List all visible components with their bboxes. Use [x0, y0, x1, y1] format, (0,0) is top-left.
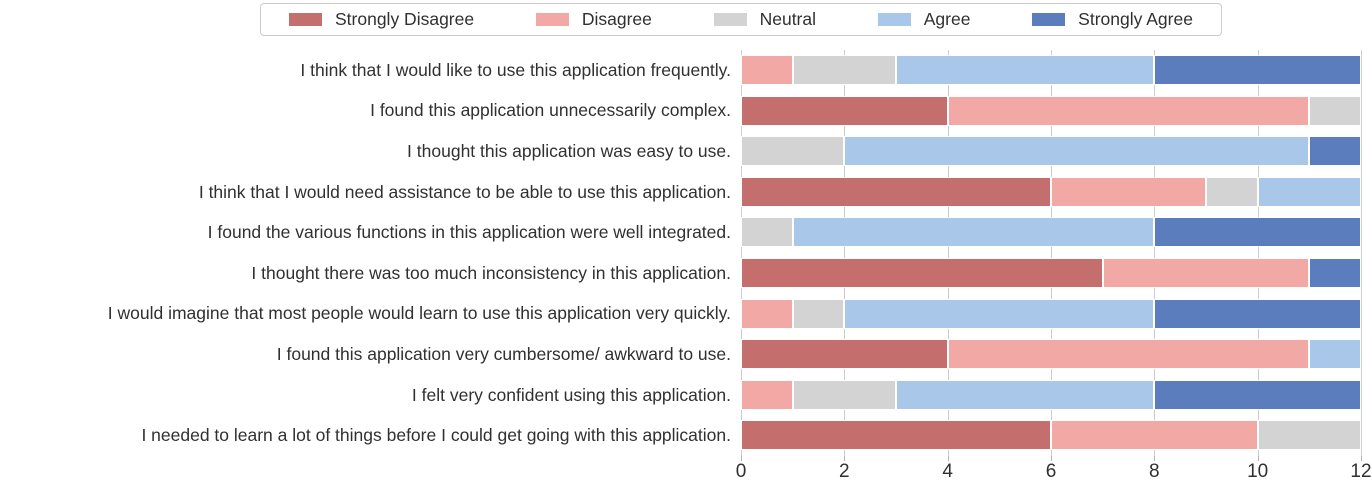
bar-row-6 — [741, 258, 1361, 288]
legend-label: Disagree — [581, 9, 652, 29]
bar-segment-disagree — [1051, 176, 1206, 207]
bar-segment-neutral — [741, 217, 793, 248]
legend-swatch-strongly-agree — [1032, 13, 1066, 26]
x-tick-label: 10 — [1247, 461, 1269, 482]
legend-label: Strongly Agree — [1078, 9, 1193, 29]
legend-item-agree: Agree — [877, 9, 971, 30]
gridline-x4 — [947, 50, 949, 456]
x-tick-label: 4 — [942, 461, 953, 482]
gridline-x2 — [844, 50, 846, 456]
legend-item-strongly-disagree: Strongly Disagree — [289, 9, 474, 30]
bar-segment-disagree — [947, 339, 1310, 370]
bar-row-2 — [741, 95, 1361, 126]
x-tick-mark-6 — [1051, 456, 1052, 461]
bar-segment-strongly-agree — [1154, 55, 1361, 85]
bar-segment-neutral — [741, 136, 845, 167]
bar-segment-strongly-disagree — [741, 258, 1103, 288]
legend-swatch-strongly-disagree — [289, 13, 322, 26]
x-tick-mark-0 — [741, 456, 742, 461]
gridline-x6 — [1051, 50, 1052, 456]
x-tick-mark-8 — [1154, 456, 1156, 461]
gridline-x12 — [1361, 50, 1362, 456]
legend-swatch-disagree — [535, 13, 569, 26]
category-label: I would imagine that most people would l… — [107, 303, 731, 324]
bar-segment-disagree — [741, 379, 793, 410]
legend-swatch-neutral — [713, 13, 747, 26]
bar-segment-neutral — [792, 55, 896, 85]
gridline-x10 — [1257, 50, 1259, 456]
legend-item-strongly-agree: Strongly Agree — [1032, 9, 1193, 30]
x-axis-tick-labels: 0 2 4 6 8 10 12 — [736, 461, 1372, 485]
bar-segment-agree — [896, 379, 1155, 410]
bar-segment-strongly-disagree — [741, 95, 948, 126]
gridline-x0 — [741, 50, 742, 456]
bar-segment-strongly-agree — [1154, 298, 1361, 329]
bar-row-1 — [741, 55, 1361, 85]
bar-row-3 — [741, 136, 1361, 167]
legend-item-neutral: Neutral — [713, 9, 817, 30]
bar-segment-neutral — [1257, 420, 1361, 451]
category-label: I thought there was too much inconsisten… — [251, 262, 731, 283]
bar-segment-agree — [896, 55, 1155, 85]
legend-item-disagree: Disagree — [535, 9, 652, 30]
legend-label: Neutral — [759, 9, 817, 29]
x-tick-label: 6 — [1045, 461, 1057, 482]
x-tick-mark-4 — [947, 456, 949, 461]
category-label: I thought this application was easy to u… — [407, 140, 731, 161]
bar-segment-neutral — [1309, 95, 1361, 126]
bar-row-5 — [741, 217, 1361, 248]
bar-row-8 — [741, 339, 1361, 370]
category-label: I found this application very cumbersome… — [276, 343, 731, 364]
plot-area — [741, 50, 1362, 456]
x-tick-mark-12 — [1361, 456, 1362, 461]
bar-segment-strongly-agree — [1154, 379, 1361, 410]
bar-segment-agree — [792, 217, 1155, 248]
category-label: I needed to learn a lot of things before… — [141, 425, 731, 446]
bar-segment-disagree — [947, 95, 1310, 126]
legend-label: Strongly Disagree — [335, 9, 475, 29]
bar-segment-strongly-disagree — [741, 339, 948, 370]
x-tick-label: 12 — [1350, 461, 1372, 482]
x-tick-mark-10 — [1257, 456, 1259, 461]
bar-segment-strongly-disagree — [741, 176, 1051, 207]
bar-row-9 — [741, 379, 1361, 410]
category-labels: I think that I would like to use this ap… — [0, 50, 737, 456]
bar-segment-strongly-agree — [1309, 258, 1361, 288]
bar-segment-neutral — [1206, 176, 1258, 207]
bar-segment-disagree — [741, 55, 793, 85]
bar-row-10 — [741, 420, 1361, 451]
x-axis-ticks — [741, 456, 1362, 461]
bar-segment-disagree — [1102, 258, 1310, 288]
x-tick-label: 0 — [735, 461, 747, 482]
bar-segment-strongly-disagree — [741, 420, 1051, 451]
category-label: I think that I would need assistance to … — [198, 181, 731, 202]
bar-segment-agree — [1257, 176, 1361, 207]
bar-segment-neutral — [792, 379, 896, 410]
bar-segment-strongly-agree — [1154, 217, 1361, 248]
gridline-x8 — [1154, 50, 1156, 456]
category-label: I found the various functions in this ap… — [207, 222, 731, 243]
bar-segment-neutral — [792, 298, 845, 329]
bar-segment-disagree — [1051, 420, 1258, 451]
bar-segment-agree — [844, 136, 1310, 167]
x-tick-mark-2 — [844, 456, 846, 461]
bar-segment-disagree — [741, 298, 793, 329]
x-tick-label: 8 — [1149, 461, 1160, 482]
category-label: I think that I would like to use this ap… — [300, 59, 731, 80]
category-label: I felt very confident using this applica… — [411, 384, 731, 405]
category-label: I found this application unnecessarily c… — [370, 100, 731, 121]
bar-row-4 — [741, 176, 1361, 207]
bar-segment-agree — [1309, 339, 1361, 370]
legend-swatch-agree — [877, 13, 911, 26]
bar-segment-agree — [844, 298, 1155, 329]
legend-label: Agree — [923, 9, 971, 29]
legend: Strongly Disagree Disagree Neutral Agree Str… — [260, 3, 1222, 36]
bar-row-7 — [741, 298, 1361, 329]
x-tick-label: 2 — [839, 461, 850, 482]
bar-segment-strongly-agree — [1309, 136, 1361, 167]
